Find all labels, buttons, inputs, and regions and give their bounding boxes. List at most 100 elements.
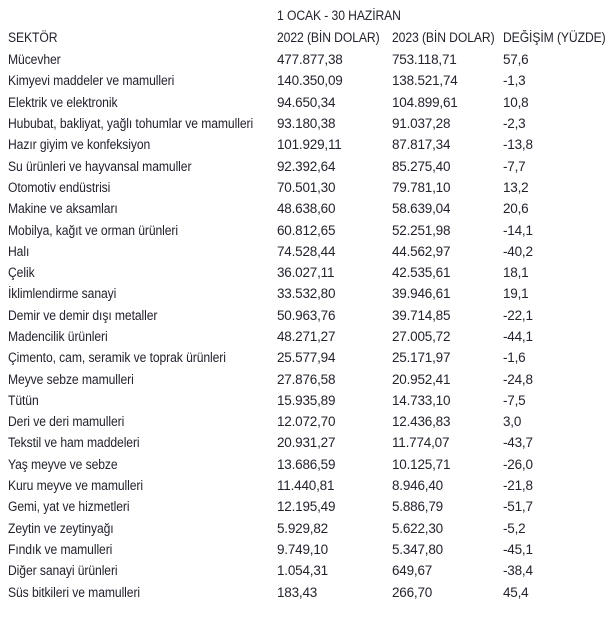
sector-name-cell: Gemi, yat ve hizmetleri — [0, 496, 277, 517]
table-row: Fındık ve mamulleri 9.749,10 5.347,80 -45,1 — [0, 539, 612, 560]
value-cell: 27.876,58 — [277, 371, 336, 387]
table-row: Otomotiv endüstrisi 70.501,30 79.781,10 13,… — [0, 177, 612, 198]
value-cell: 140.350,09 — [277, 73, 343, 89]
value-cell: 753.118,71 — [392, 52, 457, 68]
table-row: Hububat, bakliyat, yağlı tohumlar ve mam… — [0, 113, 612, 134]
table-row: Zeytin ve zeytinyağı 5.929,82 5.622,30 -5,2 — [0, 518, 612, 539]
sector-name-label: Tütün — [8, 392, 39, 408]
column-header-2023: 2023 (BİN DOLAR) — [392, 30, 495, 45]
table-row: Gemi, yat ve hizmetleri 12.195,49 5.886,79… — [0, 496, 612, 517]
value-cell: 94.650,34 — [277, 94, 336, 110]
value-cell: 104.899,61 — [392, 94, 458, 110]
sector-name-cell: Tekstil ve ham maddeleri — [0, 432, 277, 453]
value-cell: 5.347,80 — [392, 541, 443, 557]
table-row: Süs bitkileri ve mamulleri 183,43 266,70 45… — [0, 581, 612, 602]
table-row: Tütün 15.935,89 14.733,10 -7,5 — [0, 390, 612, 411]
value-cell: 48.638,60 — [277, 201, 336, 217]
value-cell: 477.877,38 — [277, 52, 343, 68]
value-cell: -44,1 — [503, 329, 533, 344]
value-cell: 266,70 — [392, 584, 433, 600]
value-cell: 12.195,49 — [277, 499, 336, 515]
table-row: Su ürünleri ve hayvansal mamuller 92.392,… — [0, 155, 612, 176]
period-header-row: 1 OCAK - 30 HAZİRAN — [0, 5, 612, 26]
value-cell: 12.072,70 — [277, 414, 336, 430]
sector-name-cell: Otomotiv endüstrisi — [0, 177, 277, 198]
value-cell: 39.714,85 — [392, 307, 451, 323]
value-cell: -24,8 — [503, 371, 533, 387]
sector-name-cell: Halı — [0, 241, 277, 262]
table-row: Kimyevi maddeler ve mamulleri 140.350,09 1… — [0, 70, 612, 91]
value-cell: 5.886,79 — [392, 499, 443, 515]
sector-export-table: 1 OCAK - 30 HAZİRAN SEKTÖR 2022 (BİN DOL… — [0, 5, 612, 603]
table-row: Mobilya, kağıt ve orman ürünleri 60.812,6… — [0, 219, 612, 240]
column-header-sector: SEKTÖR — [8, 30, 58, 45]
value-cell: 25.577,94 — [277, 350, 336, 366]
value-cell: -26,0 — [503, 456, 533, 472]
value-cell: 39.946,61 — [392, 286, 451, 302]
period-header: 1 OCAK - 30 HAZİRAN — [277, 5, 612, 26]
period-header-label: 1 OCAK - 30 HAZİRAN — [277, 8, 401, 23]
value-cell: -7,5 — [503, 392, 526, 408]
sector-name-label: Kimyevi maddeler ve mamulleri — [8, 73, 175, 89]
value-cell: -38,4 — [503, 563, 533, 579]
sector-name-cell: Kuru meyve ve mamulleri — [0, 475, 277, 496]
value-cell: 25.171,97 — [392, 350, 451, 366]
sector-name-label: Çimento, cam, seramik ve toprak ürünleri — [8, 350, 226, 366]
value-cell: 79.781,10 — [392, 179, 451, 195]
sector-name-cell: Meyve sebze mamulleri — [0, 368, 277, 389]
value-cell: -5,2 — [503, 520, 526, 536]
sector-name-label: Elektrik ve elektronik — [8, 94, 118, 110]
column-header-2022: 2022 (BİN DOLAR) — [277, 30, 380, 45]
value-cell: 18,1 — [503, 265, 529, 281]
value-cell: 11.440,81 — [277, 478, 335, 494]
table-row: Diğer sanayi ürünleri 1.054,31 649,67 -38,4 — [0, 560, 612, 581]
sector-name-cell: Hazır giyim ve konfeksiyon — [0, 134, 277, 155]
sector-name-cell: Diğer sanayi ürünleri — [0, 560, 277, 581]
sector-name-label: Hazır giyim ve konfeksiyon — [8, 137, 151, 153]
sector-name-cell: Tütün — [0, 390, 277, 411]
table-row: Mücevher 477.877,38 753.118,71 57,6 — [0, 49, 612, 70]
value-cell: 9.749,10 — [277, 541, 328, 557]
value-cell: 5.929,82 — [277, 520, 328, 536]
sector-name-label: Makine ve aksamları — [8, 201, 118, 217]
value-cell: -51,7 — [503, 499, 533, 515]
value-cell: 101.929,11 — [277, 137, 342, 153]
sector-name-cell: Su ürünleri ve hayvansal mamuller — [0, 155, 277, 176]
column-header-change: DEĞİŞİM (YÜZDE) — [503, 30, 606, 45]
sector-name-cell: Fındık ve mamulleri — [0, 539, 277, 560]
sector-name-cell: Hububat, bakliyat, yağlı tohumlar ve mam… — [0, 113, 277, 134]
value-cell: 58.639,04 — [392, 201, 451, 217]
value-cell: -21,8 — [503, 478, 533, 494]
value-cell: 60.812,65 — [277, 222, 336, 238]
value-cell: 91.037,28 — [392, 116, 451, 132]
value-cell: -40,2 — [503, 243, 533, 259]
sector-name-cell: Zeytin ve zeytinyağı — [0, 518, 277, 539]
sector-name-label: Fındık ve mamulleri — [8, 541, 113, 557]
value-cell: 10,8 — [503, 94, 529, 110]
table-row: Çimento, cam, seramik ve toprak ürünleri… — [0, 347, 612, 368]
value-cell: 5.622,30 — [392, 520, 443, 536]
sector-name-cell: Mobilya, kağıt ve orman ürünleri — [0, 219, 277, 240]
value-cell: 52.251,98 — [392, 222, 451, 238]
table-row: Deri ve deri mamulleri 12.072,70 12.436,83… — [0, 411, 612, 432]
table-row: Tekstil ve ham maddeleri 20.931,27 11.774,… — [0, 432, 612, 453]
sector-name-cell: Madencilik ürünleri — [0, 326, 277, 347]
value-cell: 92.392,64 — [277, 158, 336, 174]
value-cell: -43,7 — [503, 435, 533, 451]
period-header-spacer — [0, 5, 277, 26]
table-row: Hazır giyim ve konfeksiyon 101.929,11 87.8… — [0, 134, 612, 155]
table-row: Çelik 36.027,11 42.535,61 18,1 — [0, 262, 612, 283]
value-cell: 20,6 — [503, 201, 529, 217]
sector-name-label: Su ürünleri ve hayvansal mamuller — [8, 158, 192, 174]
value-cell: 45,4 — [503, 584, 529, 600]
value-cell: 14.733,10 — [392, 392, 451, 408]
value-cell: 15.935,89 — [277, 392, 336, 408]
value-cell: 33.532,80 — [277, 286, 336, 302]
value-cell: 12.436,83 — [392, 414, 451, 430]
value-cell: 93.180,38 — [277, 116, 336, 132]
sector-name-label: Deri ve deri mamulleri — [8, 414, 125, 430]
sector-name-cell: Deri ve deri mamulleri — [0, 411, 277, 432]
sector-name-label: Otomotiv endüstrisi — [8, 179, 111, 195]
column-header-row: SEKTÖR 2022 (BİN DOLAR) 2023 (BİN DOLAR)… — [0, 26, 612, 49]
sector-name-label: Hububat, bakliyat, yağlı tohumlar ve mam… — [8, 116, 254, 132]
